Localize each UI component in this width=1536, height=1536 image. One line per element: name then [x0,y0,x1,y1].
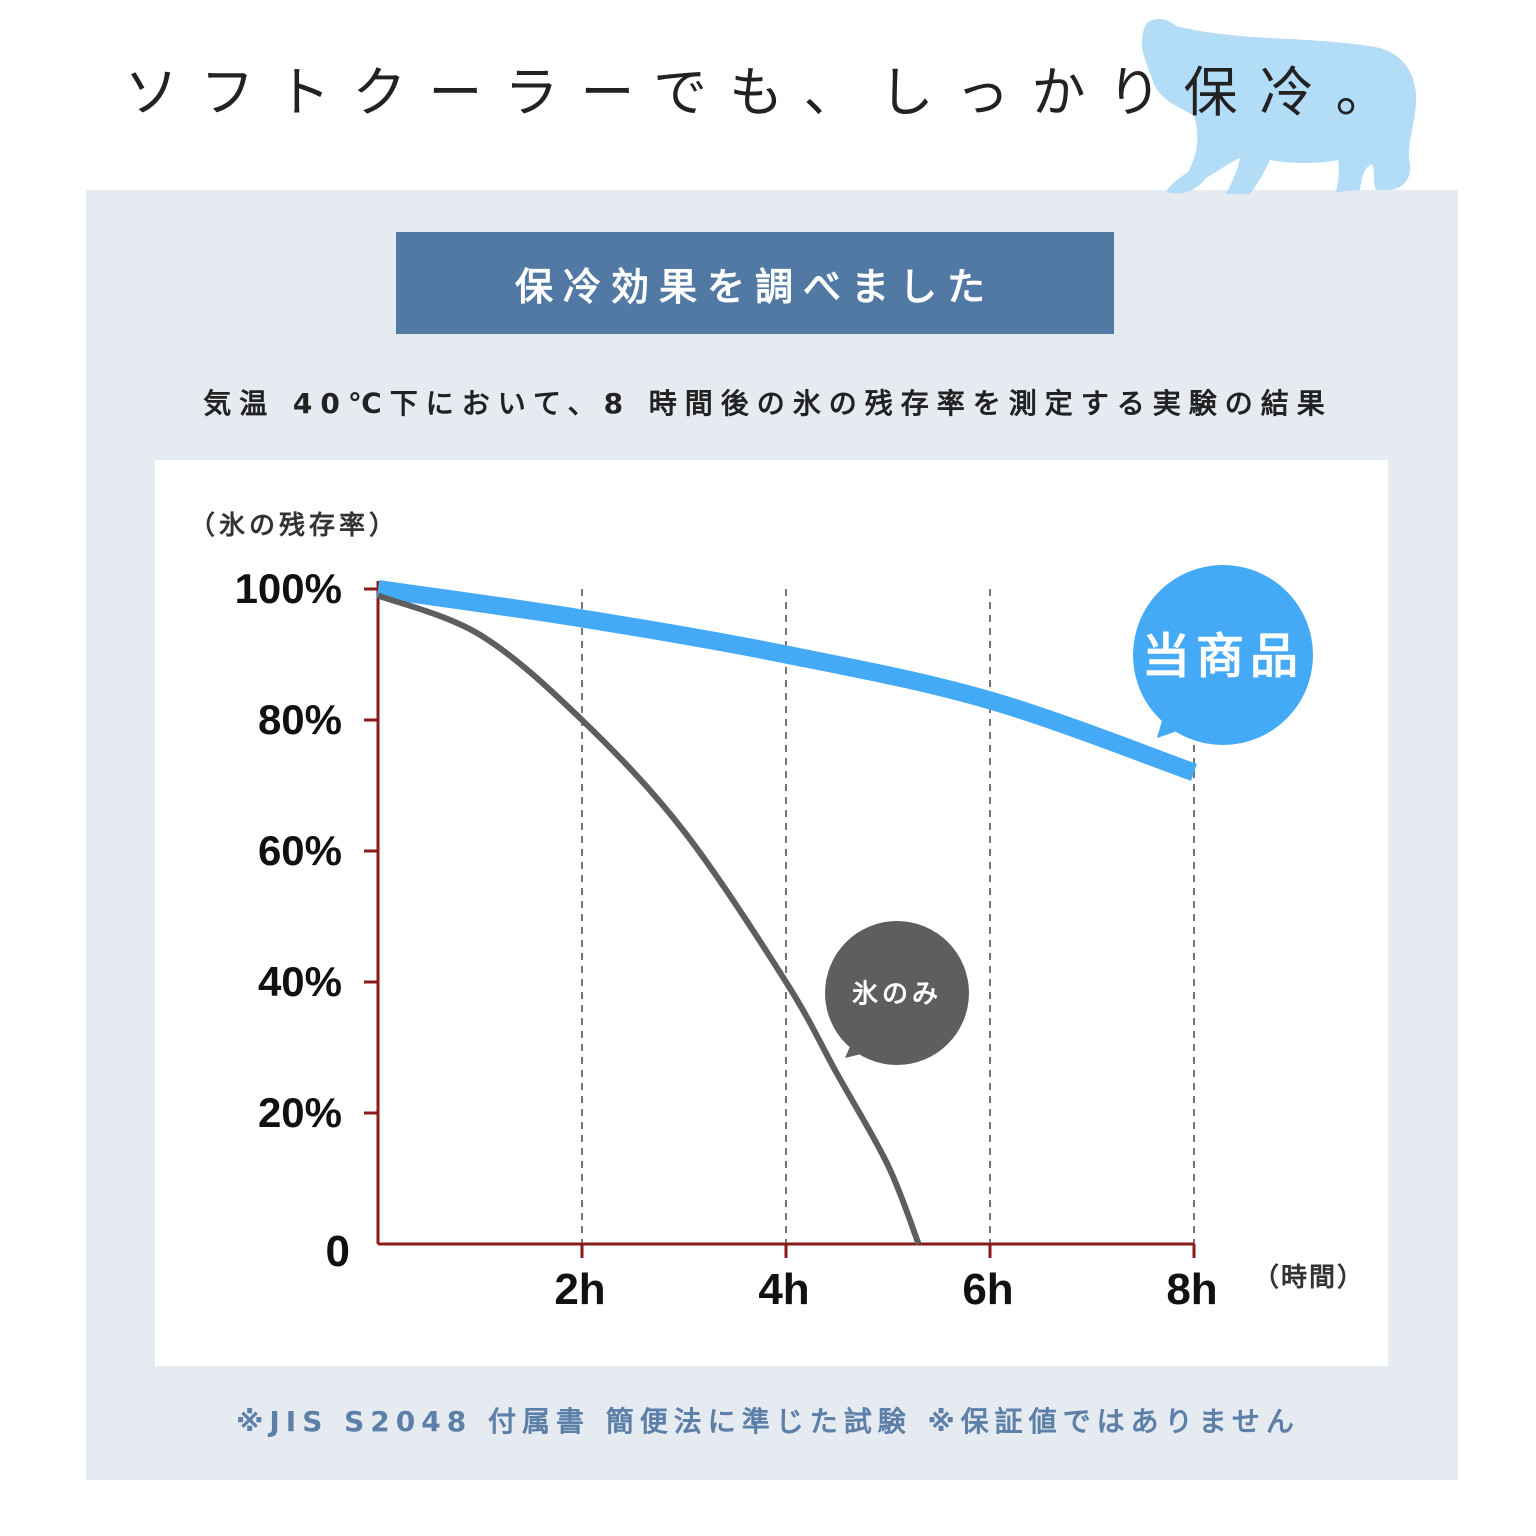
series-layer [376,580,1197,1246]
experiment-description: 気温 40℃下において、8 時間後の氷の残存率を測定する実験の結果 [203,387,1333,420]
ice-only-label-bubble: 氷のみ [825,921,969,1065]
product-label-bubble-text: 当商品 [1142,628,1304,684]
y-axis-title: （氷の残存率） [189,510,399,541]
axis-layer [364,581,1196,1258]
x-tick-label: 4h [758,1265,809,1314]
ice-only-label-bubble-circle [825,921,969,1065]
y-tick-label: 80% [258,696,342,743]
polar-bear-silhouette [1142,19,1417,195]
grid-layer [581,589,1195,1244]
product-label-bubble-circle [1133,565,1313,745]
banner-title: 保冷効果を調べました [396,232,1114,334]
y-tick-label: 0 [326,1227,350,1276]
x-tick-label: 8h [1166,1265,1217,1314]
series-line-product [376,580,1197,781]
chart: 2h 4h 6h 8h 100% 80% 60% 40% 20% 0 （氷の残存率） （時間） 当商品氷… [189,510,1365,1314]
x-axis-title: （時間） [1253,1263,1365,1293]
x-tick-label: 6h [962,1265,1013,1314]
label-layer: 2h 4h 6h 8h 100% 80% 60% 40% 20% 0 （氷の残存率） （時間） 当商品氷… [189,510,1365,1314]
product-label-bubble: 当商品 [1133,565,1313,745]
y-tick-label: 60% [258,827,342,874]
series-line-ice-only [376,592,922,1246]
headline: ソフトクーラーでも、しっかり保冷。 [124,61,1412,124]
polar-bear-icon [1142,19,1417,195]
y-tick-label: 20% [258,1089,342,1136]
y-tick-label: 100% [235,565,342,612]
footnote: ※JIS S2048 付属書 簡便法に準じた試験 ※保証値ではありません [236,1405,1300,1438]
ice-only-label-bubble-text: 氷のみ [852,979,942,1009]
chart-card: 2h 4h 6h 8h 100% 80% 60% 40% 20% 0 （氷の残存率） （時間） 当商品氷… [155,460,1388,1366]
x-tick-label: 2h [554,1265,605,1314]
y-tick-label: 40% [258,958,342,1005]
